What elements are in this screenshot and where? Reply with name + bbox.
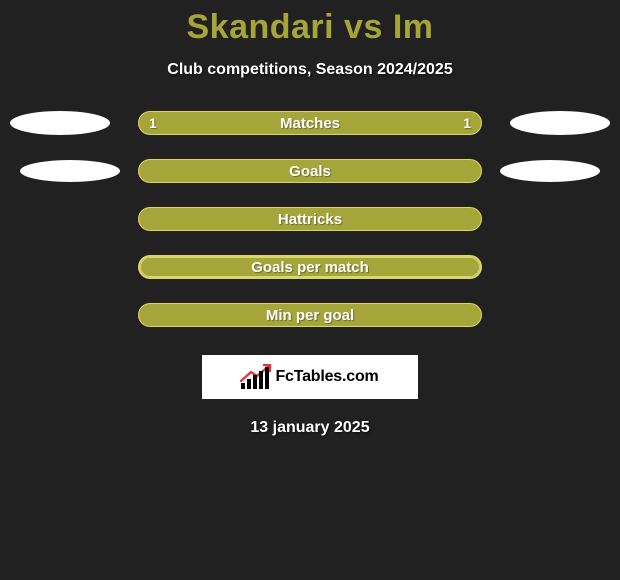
player-marker-right [500, 160, 600, 182]
player-marker-left [10, 111, 110, 135]
subtitle: Club competitions, Season 2024/2025 [0, 61, 620, 79]
stat-bar: Goals per match [138, 255, 482, 279]
logo-suffix: .com [342, 368, 379, 385]
stat-label: Min per goal [139, 307, 481, 324]
barchart-bar [265, 367, 269, 389]
player-marker-right [510, 111, 610, 135]
stat-value-left: 1 [149, 115, 157, 131]
page-root: Skandari vs Im Club competitions, Season… [0, 0, 620, 580]
stat-rows: 1Matches1 Goals Hattricks Goals per match Mi… [0, 111, 620, 327]
barchart-icon [241, 365, 269, 389]
footer-date: 13 january 2025 [0, 419, 620, 437]
logo-box: FcTables.com [202, 355, 418, 399]
stat-label: Hattricks [139, 211, 481, 228]
barchart-bar [259, 371, 263, 389]
stat-label: Goals per match [140, 259, 480, 276]
stat-row: Hattricks [0, 207, 620, 231]
barchart-bar [241, 383, 245, 389]
logo-brand: FcTables [275, 368, 342, 385]
logo-text: FcTables.com [275, 368, 378, 386]
stat-bar: Min per goal [138, 303, 482, 327]
stat-bar: Goals [138, 159, 482, 183]
barchart-bar [247, 379, 251, 389]
stat-label: Matches [139, 115, 481, 132]
barchart-bar [253, 375, 257, 389]
stat-row: Goals [0, 159, 620, 183]
stat-bar: 1Matches1 [138, 111, 482, 135]
stat-label: Goals [139, 163, 481, 180]
stat-row: Goals per match [0, 255, 620, 279]
player-marker-left [20, 160, 120, 182]
stat-row: Min per goal [0, 303, 620, 327]
page-title: Skandari vs Im [0, 0, 620, 47]
stat-value-right: 1 [463, 115, 471, 131]
stat-row: 1Matches1 [0, 111, 620, 135]
stat-bar: Hattricks [138, 207, 482, 231]
